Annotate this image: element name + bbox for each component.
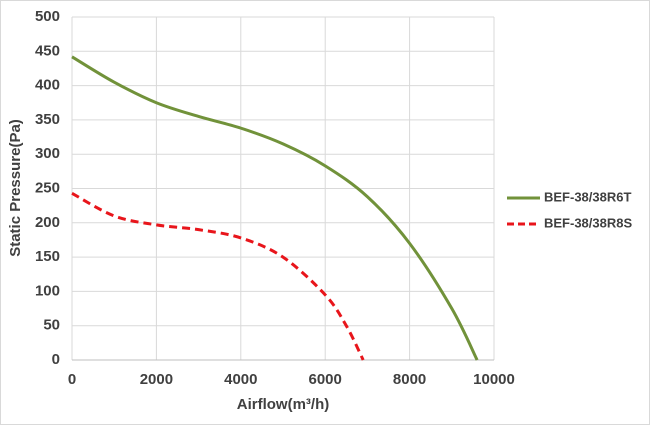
legend-label: BEF-38/38R8S	[544, 215, 632, 230]
x-tick-label: 2000	[140, 371, 173, 388]
y-tick-label: 300	[35, 145, 60, 162]
y-tick-label: 350	[35, 111, 60, 128]
y-tick-label: 400	[35, 77, 60, 94]
x-tick-label: 6000	[309, 371, 342, 388]
y-tick-label: 50	[43, 317, 60, 334]
x-tick-label: 0	[68, 371, 76, 388]
y-tick-label: 100	[35, 282, 60, 299]
y-tick-label: 500	[35, 8, 60, 25]
x-axis-label: Airflow(m³/h)	[237, 396, 329, 413]
y-tick-label: 250	[35, 179, 60, 196]
x-tick-label: 8000	[393, 371, 426, 388]
series-line	[71, 191, 365, 361]
y-tick-label: 150	[35, 248, 60, 265]
y-tick-label: 450	[35, 42, 60, 59]
legend-label: BEF-38/38R6T	[544, 189, 631, 204]
y-tick-label: 200	[35, 214, 60, 231]
y-axis-label: Static Pressure(Pa)	[7, 119, 24, 257]
x-tick-label: 10000	[473, 371, 515, 388]
series-line	[71, 55, 479, 361]
x-tick-label: 4000	[224, 371, 257, 388]
y-tick-label: 0	[52, 351, 60, 368]
